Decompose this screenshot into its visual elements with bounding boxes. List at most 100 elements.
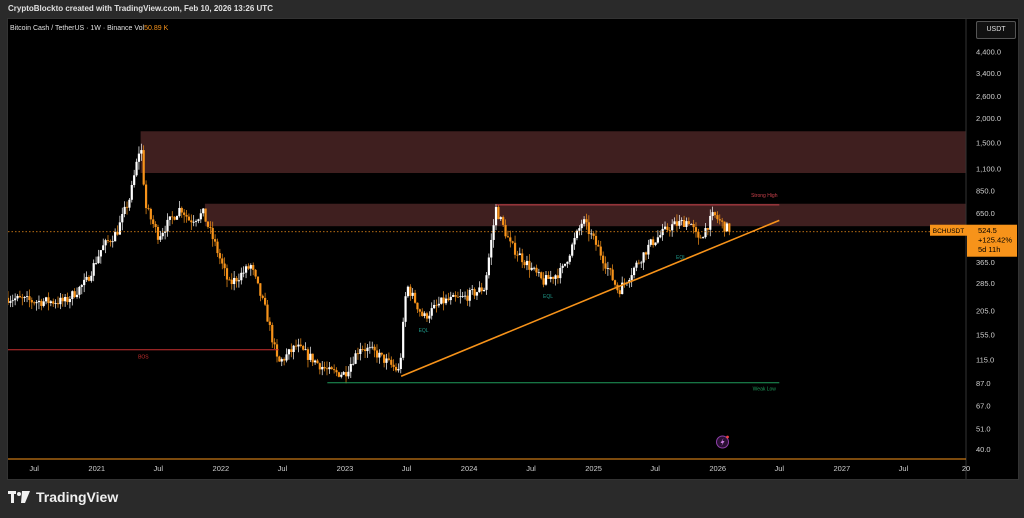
- candle-body: [537, 272, 540, 274]
- candle-body: [356, 353, 360, 355]
- candle-body: [475, 292, 479, 296]
- candle-body: [25, 296, 29, 298]
- brand-name: TradingView: [36, 489, 119, 505]
- candle-body: [185, 214, 188, 217]
- x-tick-label: 2023: [337, 464, 354, 473]
- candle-body: [97, 256, 100, 264]
- x-tick-label: 2027: [834, 464, 851, 473]
- candle-body: [278, 356, 281, 362]
- candle-body: [361, 349, 364, 350]
- candle-body: [123, 206, 126, 214]
- candle-body: [80, 285, 83, 287]
- candle-body: [466, 295, 469, 301]
- candle-body: [406, 286, 410, 297]
- candle-body: [599, 246, 602, 256]
- candle-body: [702, 237, 705, 239]
- y-tick-label: 1,100.0: [976, 165, 1001, 174]
- candle-body: [487, 257, 490, 276]
- x-tick-label: 2025: [585, 464, 602, 473]
- candle-body: [535, 267, 538, 273]
- candle-body: [685, 221, 688, 227]
- candle-body: [571, 244, 574, 256]
- candle-body: [561, 265, 564, 268]
- candle-body: [14, 298, 17, 301]
- volume-label: Vol: [134, 25, 145, 32]
- volume-value: 50.89 K: [144, 25, 169, 32]
- candle-body: [252, 265, 255, 270]
- candle-body: [287, 349, 291, 355]
- y-tick-label: 2,000.0: [976, 114, 1001, 123]
- symbol-title: Bitcoin Cash / TetherUS · 1W · Binance: [10, 25, 133, 32]
- symbol-tag-text: BCHUSDT: [933, 228, 964, 235]
- x-tick-label: Jul: [899, 464, 909, 473]
- currency-button[interactable]: USDT: [976, 21, 1016, 39]
- candle-body: [437, 303, 440, 306]
- y-tick-label: 155.0: [976, 330, 995, 339]
- candle-body: [61, 297, 64, 302]
- candle-body: [244, 266, 248, 273]
- weak-low-label: Weak Low: [753, 387, 777, 393]
- candle-body: [452, 295, 455, 297]
- candle-body: [373, 346, 376, 351]
- candle-body: [156, 227, 160, 240]
- candle-body: [597, 244, 600, 247]
- candle-body: [692, 224, 695, 228]
- candle-body: [256, 276, 260, 284]
- candle-body: [582, 219, 586, 224]
- candle-body: [359, 349, 362, 354]
- candle-body: [580, 223, 583, 229]
- candle-body: [473, 289, 476, 296]
- candle-body: [540, 272, 543, 279]
- candle-body: [425, 313, 429, 319]
- candle-body: [533, 267, 536, 269]
- eql-label: EQL: [676, 255, 686, 261]
- candle-body: [478, 287, 481, 293]
- candle-body: [114, 232, 117, 242]
- candle-body: [556, 275, 560, 279]
- candle-body: [590, 233, 593, 235]
- candle-body: [573, 238, 576, 245]
- y-tick-label: 850.0: [976, 186, 995, 195]
- candle-body: [199, 213, 202, 220]
- eql-label: EQL: [543, 294, 553, 300]
- tradingview-logo[interactable]: TradingView: [8, 489, 118, 505]
- candle-body: [418, 309, 421, 312]
- candle-body: [492, 225, 495, 240]
- candle-body: [342, 372, 345, 375]
- candle-body: [680, 220, 683, 222]
- candle-body: [273, 342, 276, 345]
- candle-body: [649, 239, 652, 245]
- candle-body: [94, 263, 98, 264]
- candle-body: [485, 275, 488, 290]
- candle-body: [321, 366, 324, 370]
- chart-frame[interactable]: Strong High Weak Low BOS EQL EQL EQL 4,400.0 3,…: [6, 18, 1019, 480]
- candle-body: [525, 260, 529, 266]
- candle-body: [140, 150, 143, 154]
- candle-body: [642, 252, 645, 263]
- candle-body: [290, 349, 293, 353]
- candle-body: [104, 240, 107, 246]
- candle-body: [109, 241, 112, 243]
- y-tick-label: 4,400.0: [976, 47, 1001, 56]
- candle-body: [37, 300, 41, 303]
- candle-body: [333, 369, 336, 371]
- candle-body: [461, 296, 464, 297]
- candle-body: [502, 217, 505, 225]
- y-tick-label: 40.0: [976, 445, 991, 454]
- candle-body: [640, 262, 643, 264]
- x-tick-label: 2026: [709, 464, 726, 473]
- candle-body: [142, 150, 145, 185]
- price-chart[interactable]: Strong High Weak Low BOS EQL EQL EQL 4,400.0 3,…: [6, 19, 1018, 479]
- notification-dot-icon: [726, 435, 729, 439]
- bos-label: BOS: [138, 355, 149, 361]
- candle-body: [706, 228, 709, 230]
- candle-body: [259, 283, 262, 296]
- candle-body: [666, 226, 669, 231]
- candle-body: [694, 227, 698, 232]
- candle-body: [164, 231, 167, 233]
- candle-body: [154, 224, 157, 228]
- candle-body: [585, 219, 588, 223]
- candle-body: [644, 252, 648, 255]
- candle-body: [647, 244, 650, 255]
- candle-body: [47, 297, 50, 304]
